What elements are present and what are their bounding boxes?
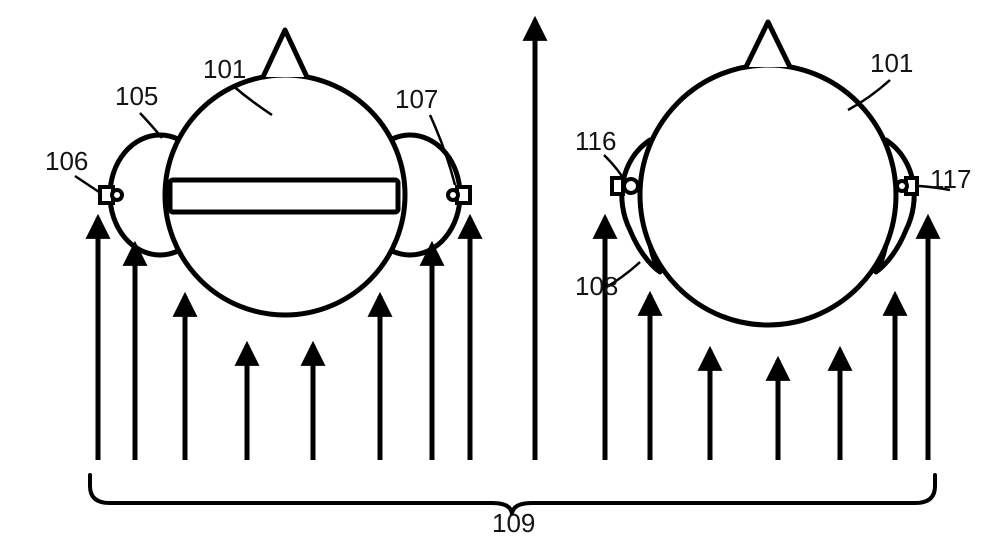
label-109: 109	[492, 508, 535, 538]
mic-right-muff	[448, 187, 470, 203]
mic-left-ear	[612, 178, 638, 194]
label-105: 105	[115, 81, 158, 111]
mic-left-muff	[100, 187, 122, 203]
label-107: 107	[395, 84, 438, 114]
patent-figure: 101 105 106 107 116 108 101 117 109	[0, 0, 1000, 540]
label-117: 117	[930, 164, 971, 194]
mic-right-ear	[897, 178, 917, 194]
label-101-right: 101	[870, 48, 913, 78]
label-106: 106	[45, 146, 88, 176]
label-116: 116	[575, 126, 616, 156]
label-101-left: 101	[203, 54, 246, 84]
label-108: 108	[575, 271, 618, 301]
